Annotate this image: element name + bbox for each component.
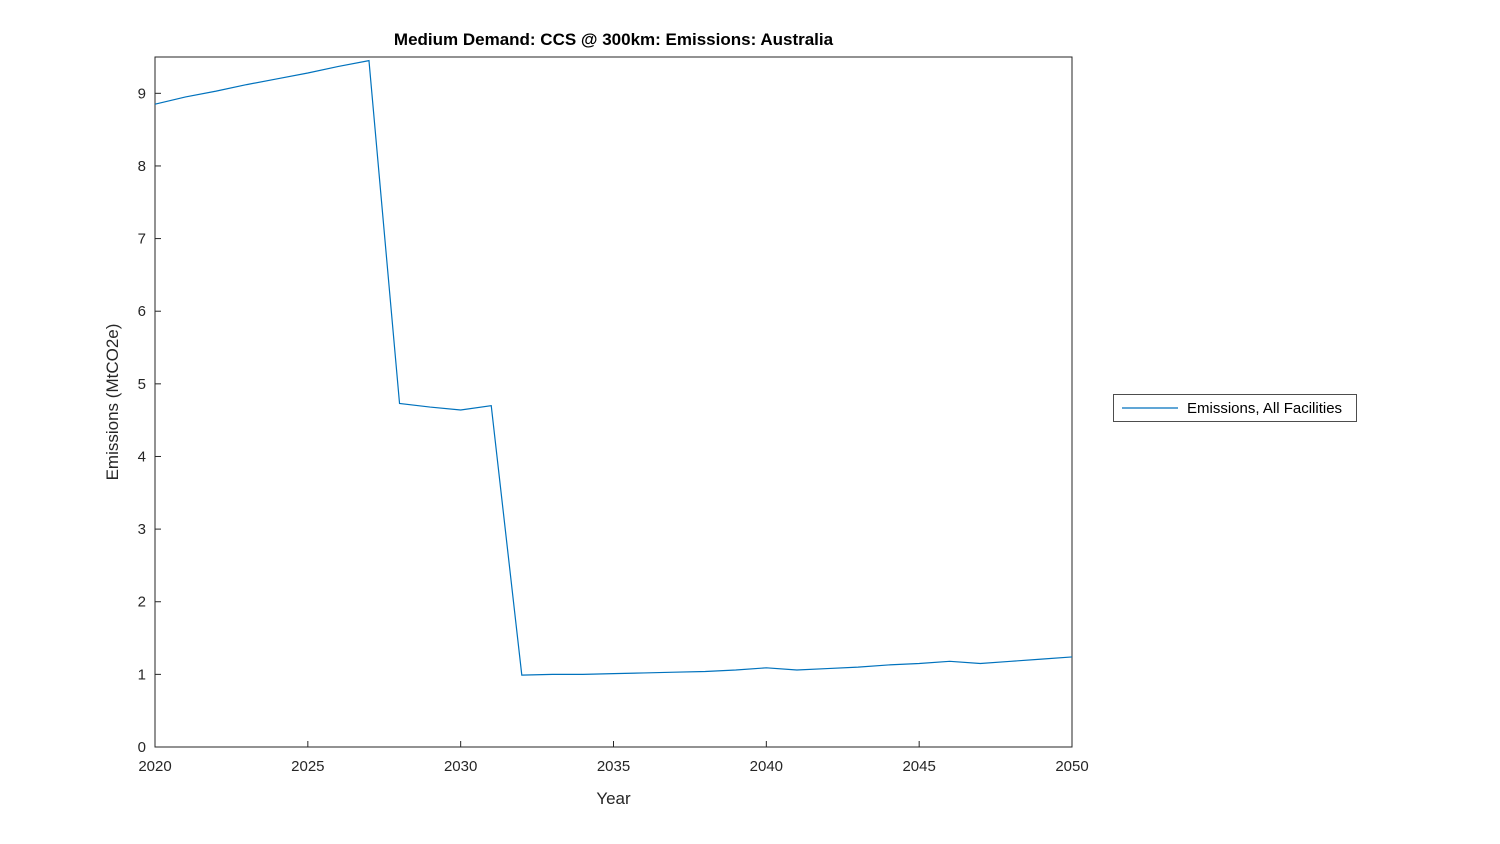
x-tick-label: 2020	[138, 758, 171, 775]
y-tick-label: 7	[138, 231, 146, 248]
x-tick-label: 2045	[902, 758, 935, 775]
y-axis-label: Emissions (MtCO2e)	[103, 323, 122, 481]
x-axis-label: Year	[596, 789, 631, 808]
y-tick-label: 4	[138, 448, 146, 465]
x-tick-label: 2030	[444, 758, 477, 775]
axes-box	[154, 56, 1073, 748]
legend-label: Emissions, All Facilities	[1187, 399, 1343, 417]
y-tick-label: 5	[138, 376, 146, 393]
emissions-line	[154, 59, 1073, 676]
legend: Emissions, All Facilities	[1113, 394, 1358, 422]
y-tick-label: 0	[138, 739, 146, 756]
legend-line-sample	[1122, 407, 1178, 409]
chart-title: Medium Demand: CCS @ 300km: Emissions: A…	[393, 30, 834, 49]
y-tick-label: 2	[138, 594, 146, 611]
y-tick-label: 1	[138, 666, 146, 683]
x-tick-label: 2050	[1055, 758, 1088, 775]
y-tick-label: 9	[138, 85, 146, 102]
y-tick-label: 3	[138, 521, 146, 538]
x-tick-label: 2035	[597, 758, 630, 775]
x-tick-label: 2025	[291, 758, 324, 775]
y-tick-label: 8	[138, 158, 146, 175]
y-tick-label: 6	[138, 303, 146, 320]
x-tick-label: 2040	[750, 758, 783, 775]
